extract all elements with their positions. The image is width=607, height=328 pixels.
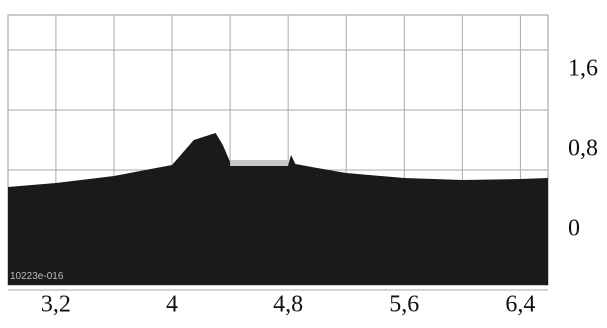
highlight-bar (230, 160, 288, 166)
watermark: 10223e-016 (10, 271, 64, 282)
x-tick-label: 4,8 (273, 292, 303, 318)
y-tick-label: 0 (568, 216, 580, 242)
x-tick-label: 3,2 (41, 292, 71, 318)
x-tick-label: 5,6 (389, 292, 419, 318)
x-tick-label: 4 (166, 292, 178, 318)
chart: 10223e-016 3,2 4 4,8 5,6 6,4 0 0,8 1,6 (0, 0, 607, 328)
y-tick-label: 1,6 (568, 56, 598, 82)
x-tick-label: 6,4 (505, 292, 535, 318)
y-tick-label: 0,8 (568, 136, 598, 162)
